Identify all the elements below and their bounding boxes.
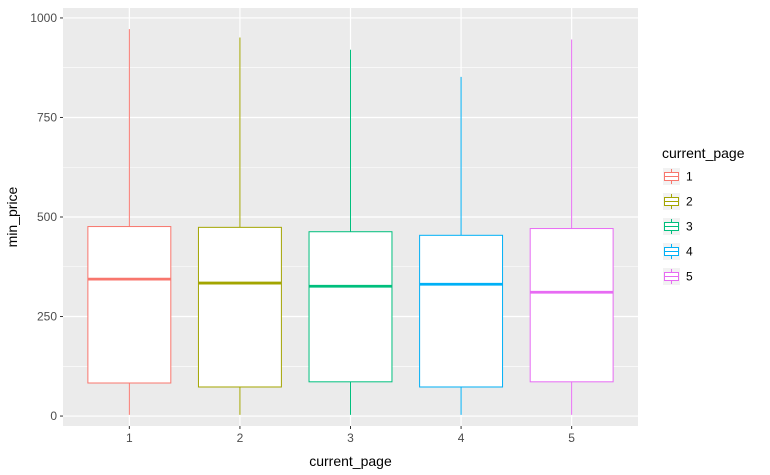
y-tick-label: 0: [50, 409, 57, 423]
boxes: [87, 29, 614, 415]
y-tick-label: 750: [37, 110, 57, 124]
legend-label: 2: [686, 195, 693, 209]
x-tick-label: 5: [568, 431, 575, 445]
x-tick-label: 2: [237, 431, 244, 445]
box-4: [419, 76, 504, 415]
legend-label: 5: [686, 270, 693, 284]
x-tick-label: 3: [347, 431, 354, 445]
box-body: [308, 231, 393, 383]
x-tick-label: 4: [458, 431, 465, 445]
y-axis-title: min_price: [4, 186, 20, 247]
box-body: [197, 226, 282, 388]
y-axis: 0 250 500 750 1000: [30, 11, 63, 423]
legend-label: 1: [686, 170, 693, 184]
x-axis: 1 2 3 4 5: [126, 426, 575, 445]
box-2: [197, 37, 282, 415]
legend-item: 3: [663, 218, 693, 235]
legend-label: 3: [686, 220, 693, 234]
box-1: [87, 29, 172, 415]
box-body: [419, 234, 504, 388]
box-3: [308, 49, 393, 415]
y-tick-label: 500: [37, 210, 57, 224]
x-tick-label: 1: [126, 431, 133, 445]
legend-item: 2: [663, 193, 693, 210]
legend-title: current_page: [662, 145, 745, 161]
y-tick-label: 250: [37, 310, 57, 324]
legend-item: 4: [663, 243, 693, 260]
box-5: [529, 39, 614, 415]
legend-item: 1: [663, 168, 693, 185]
box-body: [87, 226, 172, 384]
x-axis-title: current_page: [309, 453, 392, 469]
legend-label: 4: [686, 245, 693, 259]
y-tick-label: 1000: [30, 11, 57, 25]
legend-item: 5: [663, 268, 693, 285]
legend: current_page 1 2 3 4 5: [662, 145, 745, 285]
box-body: [529, 228, 614, 383]
